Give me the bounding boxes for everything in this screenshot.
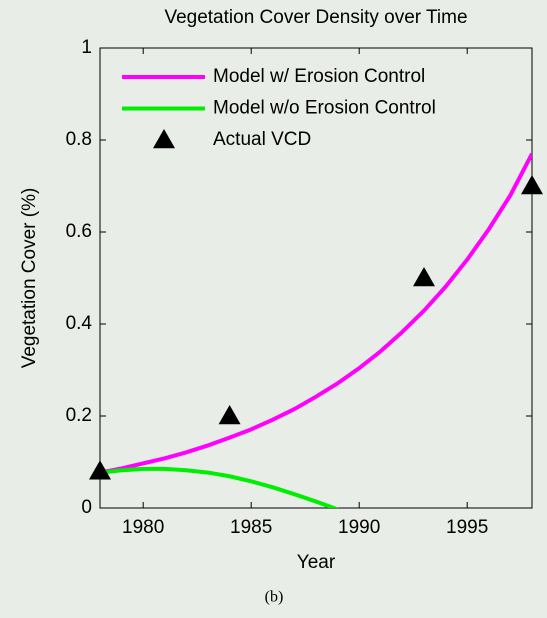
y-tick-label: 0.2: [66, 405, 92, 426]
y-tick-label: 0.6: [66, 221, 92, 242]
plot-area: [100, 152, 532, 508]
chart-title: Vegetation Cover Density over Time: [164, 7, 467, 28]
legend-swatch: [153, 129, 175, 149]
x-tick-label: 1985: [230, 517, 272, 538]
data-point: [413, 267, 435, 287]
caption: (b): [265, 589, 284, 606]
x-tick-label: 1995: [446, 517, 488, 538]
data-point: [521, 175, 543, 195]
x-tick-label: 1990: [338, 517, 380, 538]
line-series: [100, 466, 339, 508]
y-tick-label: 0.8: [66, 129, 92, 150]
y-tick-label: 0.4: [66, 313, 93, 334]
x-tick-label: 1980: [122, 517, 164, 538]
y-axis-label: Vegetation Cover (%): [19, 188, 40, 369]
y-tick-label: 1: [81, 37, 92, 58]
data-point: [218, 405, 241, 425]
x-axis-label: Year: [297, 552, 336, 573]
legend-label: Actual VCD: [213, 129, 311, 150]
line-series: [100, 152, 532, 475]
y-tick-label: 0: [81, 497, 92, 518]
legend-label: Model w/o Erosion Control: [213, 98, 436, 119]
plot-frame: [99, 47, 533, 509]
data-point: [89, 460, 111, 480]
legend-label: Model w/ Erosion Control: [213, 66, 425, 87]
